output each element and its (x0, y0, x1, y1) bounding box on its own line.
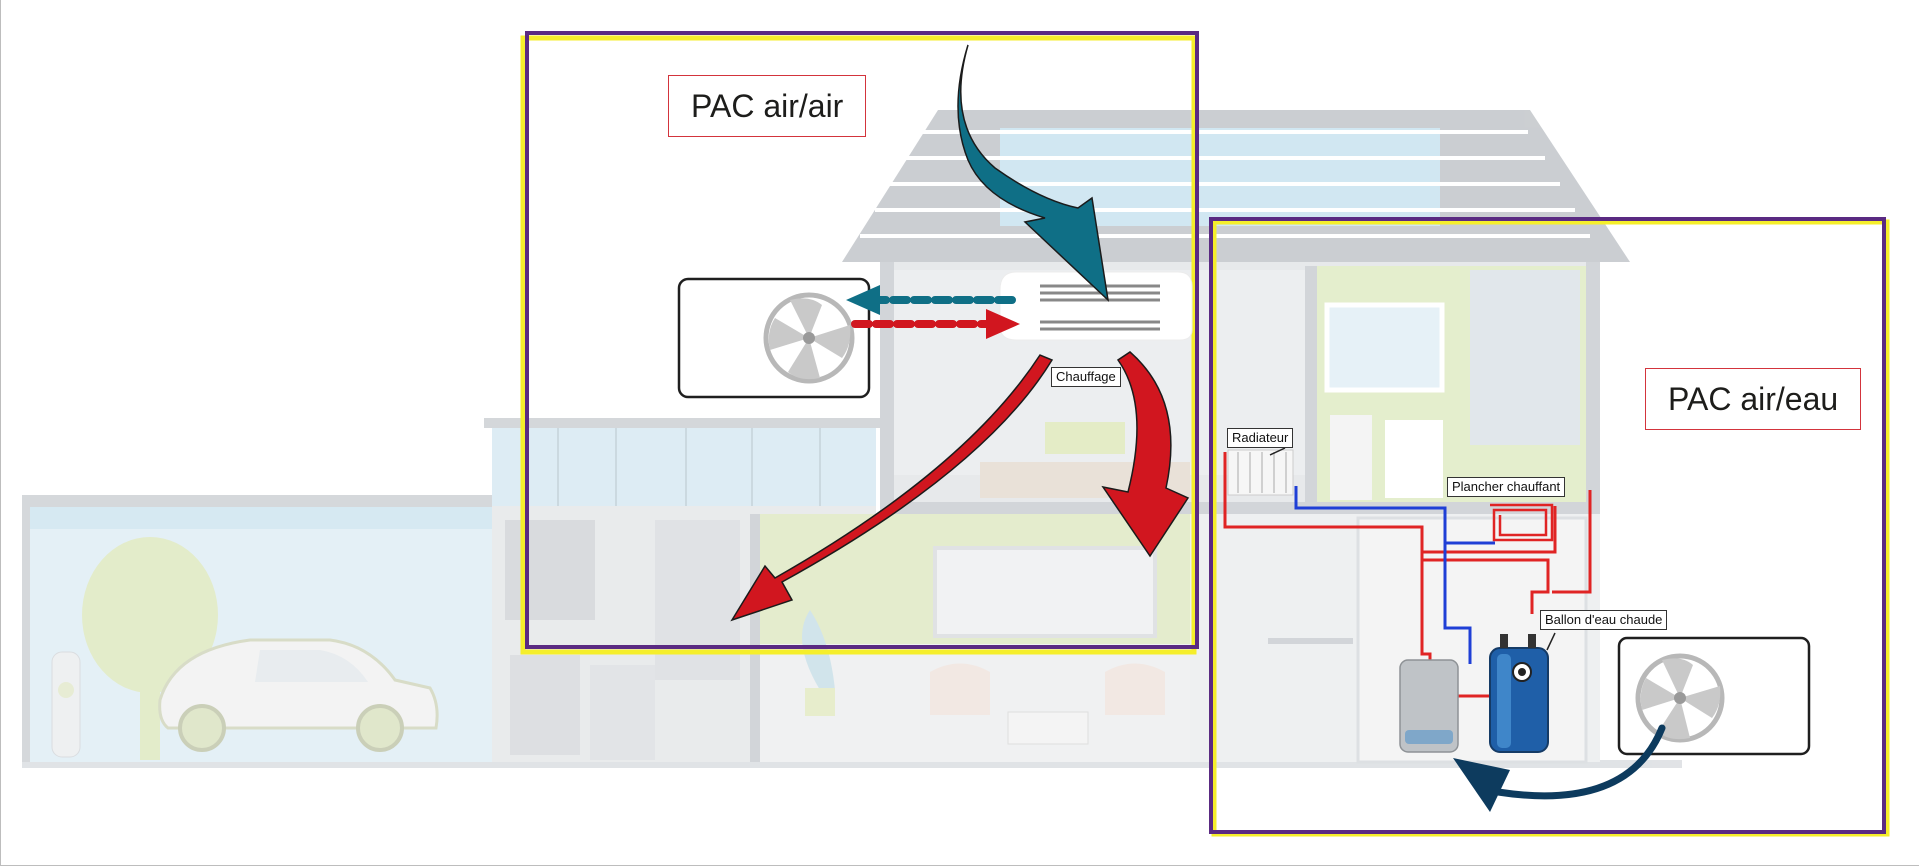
carport (22, 495, 500, 762)
label-ballon-eau-chaude: Ballon d'eau chaude (1540, 610, 1668, 630)
arrow-teal-intake (957, 44, 1110, 303)
arrow-return (1494, 724, 1666, 800)
hydraulic-module (1399, 659, 1459, 753)
frame-yellow-left (520, 35, 1197, 655)
outdoor-unit-air-air (677, 277, 871, 399)
section-pac-air-eau (1209, 217, 1890, 837)
arrow-dotted-teal-head (846, 285, 880, 315)
radiator (1227, 449, 1294, 496)
ground-line (22, 760, 1682, 768)
floor-heating-coil (1490, 503, 1554, 542)
label-radiateur: Radiateur (1227, 428, 1294, 448)
section-pac-air-air (520, 31, 1199, 655)
arrow-dotted-red-head (986, 309, 1020, 339)
arrow-red-heat-left (730, 354, 1054, 622)
label-pac-air-air: PAC air/air (668, 75, 867, 137)
frame-purple-right (1209, 217, 1886, 834)
arrow-red-heat-right (1101, 351, 1190, 558)
label-pac-air-eau: PAC air/eau (1645, 368, 1862, 430)
water-pipes (1223, 452, 1592, 740)
hot-water-tank (1489, 634, 1549, 753)
electric-car (158, 638, 439, 752)
frame-purple-left (525, 31, 1199, 649)
label-plancher-chauffant: Plancher chauffant (1447, 477, 1566, 497)
arrow-return-head (1453, 758, 1510, 812)
outdoor-unit-air-eau (1617, 636, 1811, 756)
label-chauffage: Chauffage (1051, 367, 1121, 387)
